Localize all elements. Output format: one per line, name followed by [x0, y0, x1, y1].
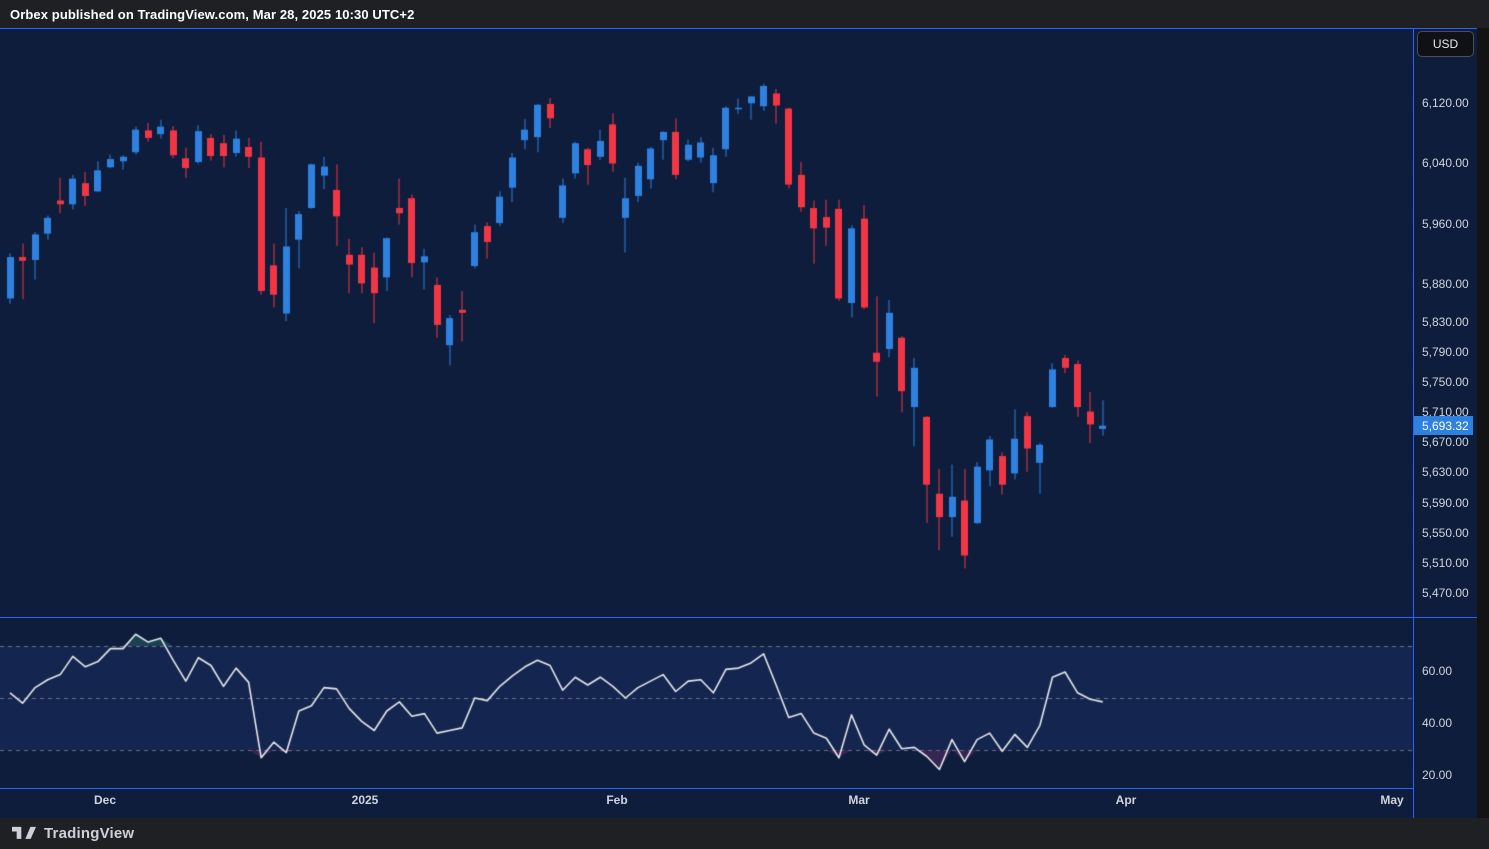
price-tick-label: 5,550.00 — [1422, 525, 1469, 540]
pane-bottom-border — [0, 788, 1414, 789]
tradingview-logo-icon[interactable] — [12, 824, 36, 843]
last-price-badge: 5,693.32 — [1414, 416, 1473, 436]
price-tick-label: 5,750.00 — [1422, 374, 1469, 389]
time-axis[interactable]: Dec 2025 Feb Mar Apr May — [0, 788, 1414, 818]
currency-toggle-button[interactable]: USD — [1417, 31, 1474, 57]
rsi-tick-label: 60.00 — [1422, 664, 1453, 678]
candlestick-rsi-chart-canvas[interactable] — [0, 28, 1413, 788]
price-axis[interactable]: 6,120.00 6,040.00 5,960.00 5,880.00 5,830.00… — [1413, 28, 1477, 818]
pane-separator[interactable] — [0, 617, 1477, 618]
price-tick-label: 5,710.00 — [1422, 405, 1469, 420]
price-axis-separator — [1413, 28, 1414, 818]
rsi-tick-label: 20.00 — [1422, 768, 1453, 782]
price-tick-label: 5,880.00 — [1422, 276, 1469, 291]
price-tick-label: 6,120.00 — [1422, 96, 1469, 110]
time-tick-label-may: May — [1380, 793, 1404, 807]
time-tick-label-apr: Apr — [1115, 793, 1137, 807]
time-tick-label-mar: Mar — [848, 793, 870, 807]
attribution-bar: Orbex published on TradingView.com, Mar … — [0, 0, 1489, 28]
price-tick-label: 5,790.00 — [1422, 344, 1469, 359]
price-tick-label: 6,040.00 — [1422, 156, 1469, 171]
right-margin — [1477, 28, 1489, 818]
time-tick-label-2025: 2025 — [351, 793, 379, 807]
price-tick-label: 5,510.00 — [1422, 555, 1469, 570]
time-tick-label-feb: Feb — [606, 793, 628, 807]
rsi-tick-label: 40.00 — [1422, 716, 1453, 730]
price-tick-label: 5,830.00 — [1422, 314, 1469, 329]
tradingview-brand-text[interactable]: TradingView — [44, 825, 135, 842]
attribution-text: Orbex published on TradingView.com, Mar … — [10, 6, 415, 22]
price-tick-label: 5,670.00 — [1422, 435, 1469, 450]
time-tick-label-dec: Dec — [93, 793, 117, 807]
price-tick-label: 5,590.00 — [1422, 495, 1469, 510]
footer-bar: TradingView — [0, 818, 1489, 849]
price-tick-label: 5,960.00 — [1422, 216, 1469, 231]
price-tick-label: 5,470.00 — [1422, 586, 1469, 600]
pane-top-border — [0, 28, 1477, 29]
price-tick-label: 5,630.00 — [1422, 465, 1469, 480]
